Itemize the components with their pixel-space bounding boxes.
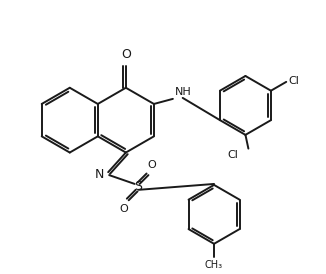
Text: Cl: Cl: [288, 76, 299, 86]
Text: CH₃: CH₃: [205, 261, 223, 270]
Text: O: O: [147, 160, 156, 170]
Text: S: S: [134, 180, 141, 193]
Text: Cl: Cl: [228, 150, 239, 161]
Text: NH: NH: [175, 87, 192, 97]
Text: O: O: [121, 48, 131, 61]
Text: O: O: [120, 204, 128, 213]
Text: N: N: [95, 168, 104, 181]
